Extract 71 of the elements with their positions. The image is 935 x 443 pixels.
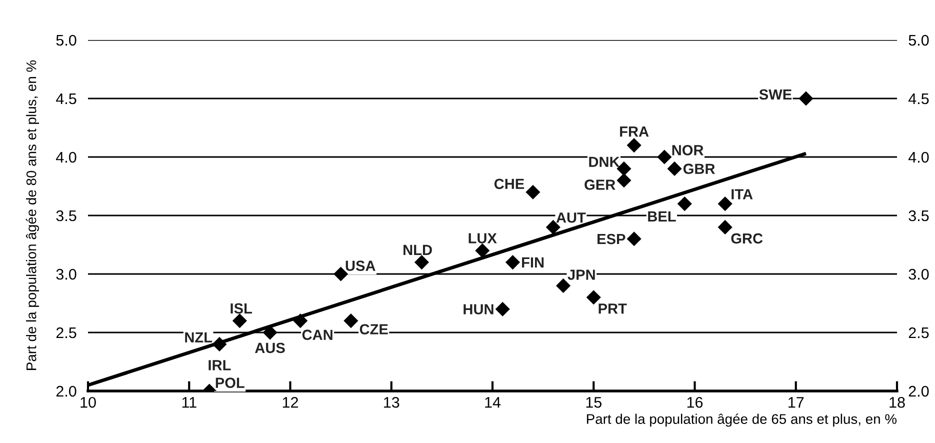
annotation: BEL [648, 211, 676, 222]
x-tick-label: 13 [384, 396, 400, 408]
x-tick-label: 12 [282, 396, 298, 408]
y-tick-label: 4.0 [56, 152, 76, 163]
y2-tick-label: 5.0 [908, 34, 929, 46]
point [718, 196, 732, 212]
y-tick-label: 3.0 [56, 268, 76, 280]
x-tick-label: 16 [687, 396, 703, 408]
annotation: NZL [185, 332, 212, 342]
annotation: GBR [683, 164, 715, 174]
point [586, 290, 601, 305]
y-tick-label: 3.5 [56, 210, 76, 222]
point [232, 314, 247, 328]
y-tick-label: 2.5 [56, 327, 76, 338]
x-tick-label: 11 [182, 397, 196, 408]
y2-tick-label: 4.5 [908, 94, 929, 104]
annotation: ESP [598, 234, 626, 244]
annotation: HUN [464, 304, 494, 314]
point [293, 314, 308, 328]
point [677, 196, 692, 212]
point [667, 161, 682, 176]
point [556, 278, 571, 293]
y-tick-label: 5.0 [56, 34, 76, 46]
point [616, 173, 632, 188]
point [344, 314, 358, 328]
point [526, 184, 540, 200]
annotation: SWE [759, 89, 792, 100]
y-tick-label: 4.5 [56, 94, 76, 104]
x-tick-label: 15 [586, 397, 602, 408]
y-tick-label: 2.0 [56, 386, 76, 397]
point [657, 150, 672, 164]
x-tick-label: 17 [788, 397, 804, 408]
annotation: IRL [208, 360, 231, 370]
annotation: JPN [568, 270, 595, 280]
point [475, 243, 490, 258]
point [718, 220, 732, 234]
x-axis-title: Part de la population âgée de 65 ans et plus, en % [586, 414, 897, 427]
x-tick-label: 10 [80, 396, 96, 408]
point [626, 232, 642, 246]
annotation: PRT [598, 304, 627, 314]
y2-tick-label: 2.0 [908, 386, 929, 397]
point [212, 336, 227, 352]
x-tick-label: 14 [485, 397, 501, 408]
annotation: NOR [672, 145, 704, 156]
annotation: AUS [254, 342, 285, 354]
annotation: NLD [404, 244, 432, 255]
annotation: CAN [302, 330, 332, 340]
annotation: GRC [731, 233, 763, 244]
annotation: ITA [732, 189, 753, 200]
annotation: ISL [230, 303, 252, 314]
annotation: CHE [494, 178, 524, 190]
annotation: AUT [556, 212, 586, 223]
annotation: FIN [522, 257, 544, 268]
annotation: CZE [360, 324, 388, 334]
annotation: POL [216, 378, 244, 388]
point [626, 138, 642, 153]
annotation: USA [346, 260, 376, 271]
y-axis-title: Part de la population âgée de 80 ans et plus, en % [26, 60, 39, 370]
point [414, 255, 429, 270]
annotation: GER [584, 180, 616, 190]
annotation: DNK [589, 156, 620, 167]
x-tick-label: 18 [890, 396, 905, 408]
y2-tick-label: 3.0 [908, 268, 929, 280]
annotation: LUX [468, 233, 497, 244]
y2-tick-label: 4.0 [908, 152, 929, 163]
annotation: FRA [620, 126, 649, 137]
y2-tick-label: 2.5 [908, 327, 929, 338]
y2-tick-label: 3.5 [908, 210, 929, 222]
point [505, 255, 520, 270]
point [798, 91, 814, 106]
point [495, 302, 510, 316]
